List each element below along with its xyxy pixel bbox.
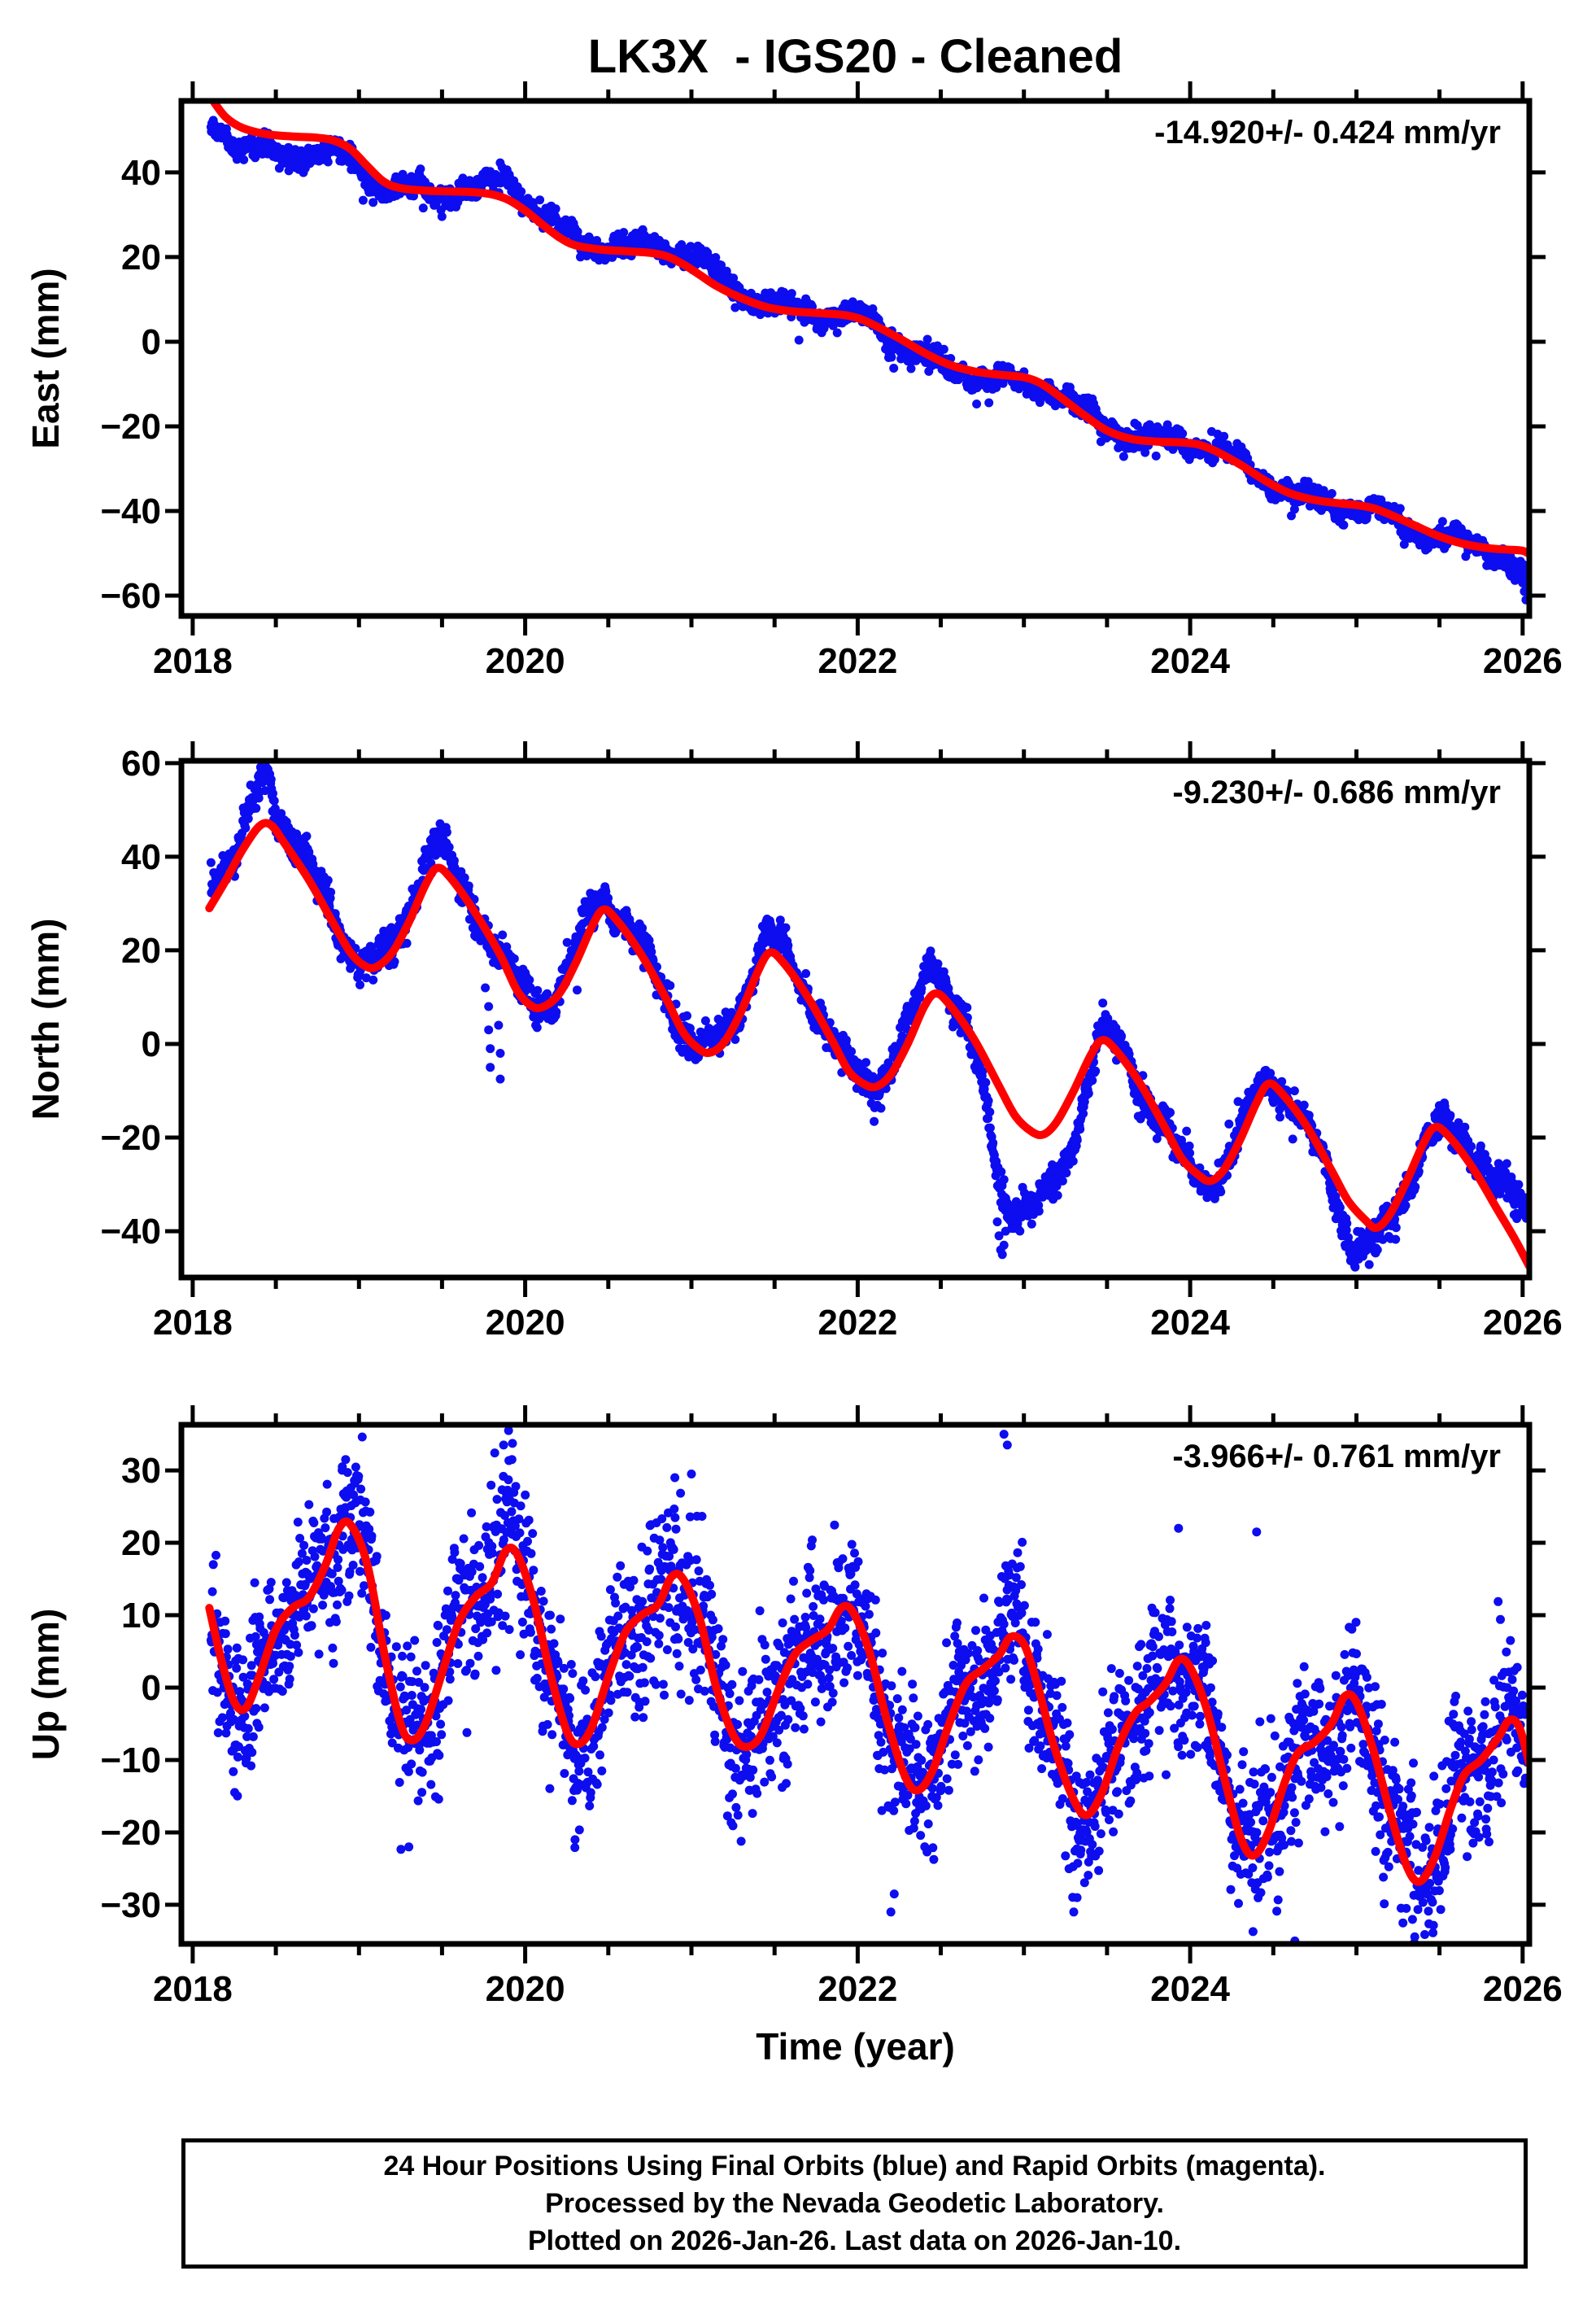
north-xtick-label: 2024 [1150,1303,1230,1343]
footer-line-plotted: Plotted on 2026-Jan-26. Last data on 202… [527,2225,1182,2256]
east-panel: ,,,,,,,,,,,,,,,,,,,,,,,,,,,,,,,,,,,,,,,,… [24,81,1563,681]
north-axis-title: North (mm) [24,919,67,1120]
east-xtick-label: 2022 [818,641,897,681]
east-xtick-label: 2026 [1483,641,1563,681]
east-velocity-annotation: -14.920+/- 0.424 mm/yr [1154,115,1501,151]
north-model-curve [205,819,1529,1271]
x-axis-title: Time (year) [756,2025,955,2068]
up-model-curve [205,1517,1529,1886]
east-ytick-label: 0 [142,322,161,362]
east-ytick-label: −20 [100,407,161,447]
east-ytick-labels: 40 20 0 −20 −40 −60 [100,153,161,616]
up-ytick-label: 10 [121,1596,161,1636]
north-panel: ,,,,,,,,,,,,,,,,,,,,,,,,,,,,,,,,,,,,,,,,… [24,741,1563,1343]
up-xtick-label: 2024 [1150,1969,1230,2009]
north-plot-area [205,761,1529,1272]
east-xtick-label: 2024 [1150,641,1230,681]
up-velocity-annotation: -3.966+/- 0.761 mm/yr [1172,1439,1501,1474]
north-frame [178,758,1533,1281]
up-xtick-label: 2026 [1483,1969,1563,2009]
up-xtick-label: 2018 [153,1969,233,2009]
up-axis-title: Up (mm) [24,1609,67,1761]
east-frame [178,98,1533,619]
north-xtick-labels: 2018 2020 2022 2024 2026 [153,1303,1563,1343]
up-ytick-label: 30 [121,1451,161,1491]
east-ytick-label: −60 [100,576,161,616]
east-ytick-label: 20 [121,238,161,277]
east-xtick-labels: 2018 2020 2022 2024 2026 [153,641,1563,681]
up-ytick-label: 0 [142,1668,161,1708]
up-xtick-label: 2022 [818,1969,897,2009]
east-plot-area [206,101,1529,605]
east-axis-title: East (mm) [24,268,67,448]
up-data-points [206,1426,1529,1944]
north-data-points [206,761,1529,1272]
up-xtick-labels: 2018 2020 2022 2024 2026 [153,1969,1563,2009]
north-ticks: ,,,,,,,,,,,,,,,,,,,,,,,,,,,,,,,,,,,,,,,,… [165,741,1546,1297]
up-ytick-label: −30 [100,1885,161,1925]
up-frame [178,1422,1533,1947]
east-ticks: ,,,,,,,,,,,,,,,,,,,,,,,,,,,,,,,,,,,,,,,,… [165,81,1546,635]
up-xtick-label: 2020 [486,1969,565,2009]
up-panel: ,,,,,,,,,,,,,,,,,,,,,,,,,,,,,,,,,,,,,,,,… [24,1405,1563,2009]
north-xtick-label: 2018 [153,1303,233,1343]
north-ytick-labels: 60 40 20 0 −20 −40 [100,744,161,1251]
footer-note: 24 Hour Positions Using Final Orbits (bl… [181,2138,1528,2269]
plot-title: LK3X - IGS20 - Cleaned [587,30,1123,83]
north-xtick-label: 2026 [1483,1303,1563,1343]
north-xtick-label: 2020 [486,1303,565,1343]
north-ytick-label: −20 [100,1118,161,1158]
up-ytick-label: −10 [100,1740,161,1780]
north-xtick-label: 2022 [818,1303,897,1343]
north-velocity-annotation: -9.230+/- 0.686 mm/yr [1172,775,1501,810]
up-ytick-labels: 30 20 10 0 −10 −20 −30 [100,1451,161,1925]
up-ticks: ,,,,,,,,,,,,,,,,,,,,,,,,,,,,,,,,,,,,,,,,… [165,1405,1546,1963]
east-model-curve [210,101,1529,559]
east-xtick-label: 2020 [486,641,565,681]
up-plot-area [205,1426,1529,1944]
north-ytick-label: 60 [121,744,161,784]
north-ytick-label: −40 [100,1212,161,1251]
up-ytick-label: 20 [121,1523,161,1563]
north-ytick-label: 20 [121,931,161,971]
up-ytick-label: −20 [100,1813,161,1853]
footer-line-orbits: 24 Hour Positions Using Final Orbits (bl… [383,2151,1326,2182]
north-ytick-label: 40 [121,837,161,877]
east-xtick-label: 2018 [153,641,233,681]
east-ytick-label: −40 [100,491,161,531]
north-ytick-label: 0 [142,1024,161,1064]
east-ytick-label: 40 [121,153,161,193]
footer-line-processed: Processed by the Nevada Geodetic Laborat… [545,2188,1164,2219]
